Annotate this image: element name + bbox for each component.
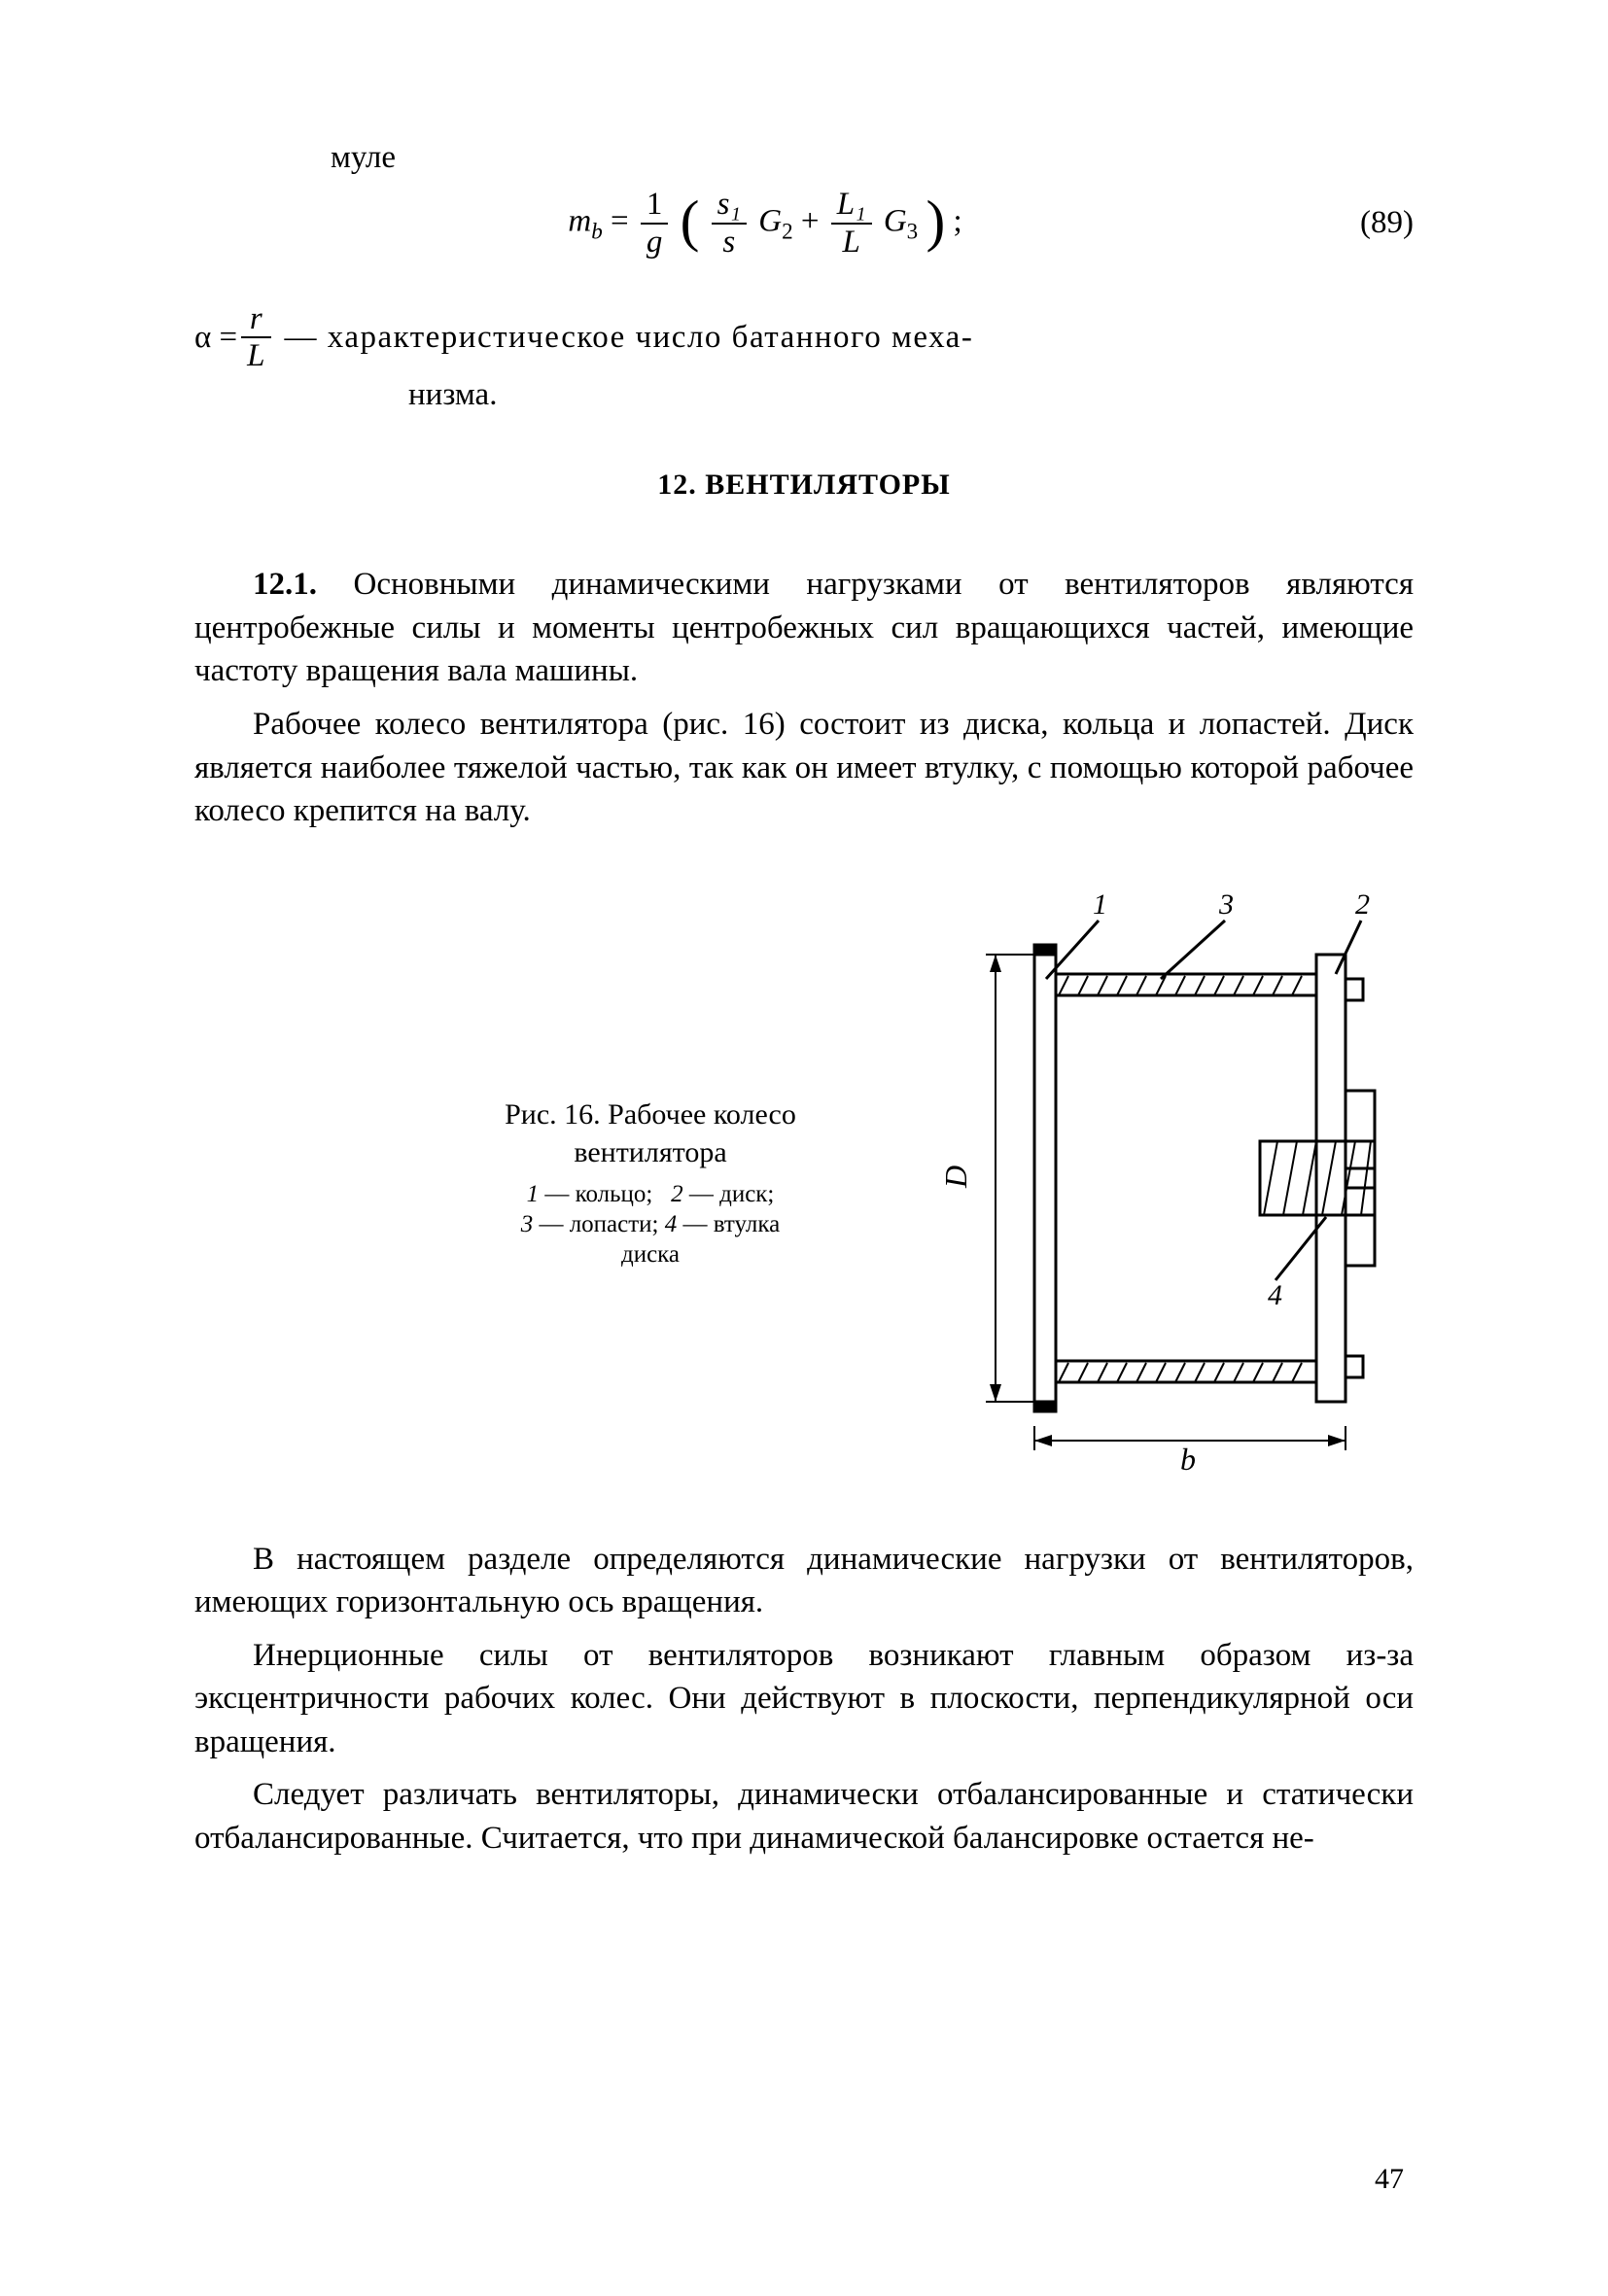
section-heading: 12. ВЕНТИЛЯТОРЫ — [194, 466, 1414, 505]
page-number: 47 — [1375, 2160, 1404, 2200]
eq89-mb-m: m — [568, 203, 591, 238]
paragraph-12-1: 12.1. Основными динамическими нагрузками… — [194, 563, 1414, 693]
eq89-g3-sub: 3 — [907, 218, 919, 243]
eq89-frac-s1s: s₁ s — [712, 187, 747, 260]
fig-label-2: 2 — [1355, 888, 1370, 921]
eq89-equals: = — [603, 203, 637, 238]
paragraph-balancing: Следует различать вентиляторы, динамичес… — [194, 1773, 1414, 1860]
equation-89-number: (89) — [1336, 201, 1414, 245]
alpha-text-line2: низма. — [408, 373, 1414, 417]
eq89-l1l-den: L — [831, 225, 872, 260]
eq89-s1s-den: s — [712, 225, 747, 260]
eq89-plus: + — [801, 203, 827, 238]
eq89-frac-l1l: L₁ L — [831, 187, 872, 260]
eq89-frac-1g: 1 g — [641, 187, 669, 260]
para-12-1-body: Основными динамическими нагрузками от ве… — [194, 567, 1414, 688]
eq89-g2-sub: 2 — [782, 218, 793, 243]
para-12-1-num: 12.1. — [253, 567, 317, 602]
page: муле mb = 1 g ( s₁ s G2 + L₁ L G3 ) ; (8… — [0, 0, 1608, 2296]
alpha-frac: r L — [241, 301, 270, 374]
alpha-math: α = r L — [194, 301, 275, 374]
eq89-lparen: ( — [681, 182, 700, 260]
alpha-text-line1: — характеристическое число батанного мех… — [285, 316, 974, 360]
eq89-mb-sub: b — [591, 218, 603, 243]
figure-16-legend: 1 — кольцо; 2 — диск; 3 — лопасти; 4 — в… — [471, 1179, 830, 1270]
equation-89: mb = 1 g ( s₁ s G2 + L₁ L G3 ) ; (89) — [194, 185, 1414, 262]
eq89-semicolon: ; — [953, 203, 961, 238]
paragraph-wheel-desc: Рабочее колесо вентилятора (рис. 16) сос… — [194, 703, 1414, 833]
fig-label-1: 1 — [1093, 888, 1107, 921]
eq89-s1s-num: s₁ — [712, 187, 747, 224]
eq89-1g-num: 1 — [641, 187, 669, 224]
figure-16-svg: 1 3 2 — [869, 887, 1414, 1479]
fig-dim-d: D — [938, 1165, 973, 1189]
figure-16-caption-main: Рис. 16. Рабочее колесо вентилятора — [471, 1096, 830, 1171]
eq89-rparen: ) — [926, 182, 945, 260]
fig-dim-b: b — [1180, 1442, 1196, 1477]
figure-16-caption: Рис. 16. Рабочее колесо вентилятора 1 — … — [471, 1096, 830, 1270]
alpha-symbol: α = — [194, 316, 237, 360]
eq89-g3: G — [884, 203, 907, 238]
equation-89-math: mb = 1 g ( s₁ s G2 + L₁ L G3 ) ; — [194, 185, 1336, 262]
word-mule: муле — [331, 136, 1414, 180]
alpha-den: L — [241, 338, 270, 373]
eq89-1g-den: g — [641, 225, 669, 260]
fig-label-3: 3 — [1218, 888, 1234, 921]
alpha-num: r — [241, 301, 270, 338]
fig-label-4: 4 — [1268, 1279, 1282, 1311]
eq89-l1l-num: L₁ — [831, 187, 872, 224]
paragraph-inertial-forces: Инерционные силы от вентиляторов возника… — [194, 1634, 1414, 1764]
alpha-definition: α = r L — характеристическое число батан… — [194, 301, 1414, 417]
figure-16-block: Рис. 16. Рабочее колесо вентилятора 1 — … — [194, 887, 1414, 1479]
paragraph-section-scope: В настоящем разделе определяются динамич… — [194, 1538, 1414, 1624]
eq89-g2: G — [758, 203, 782, 238]
